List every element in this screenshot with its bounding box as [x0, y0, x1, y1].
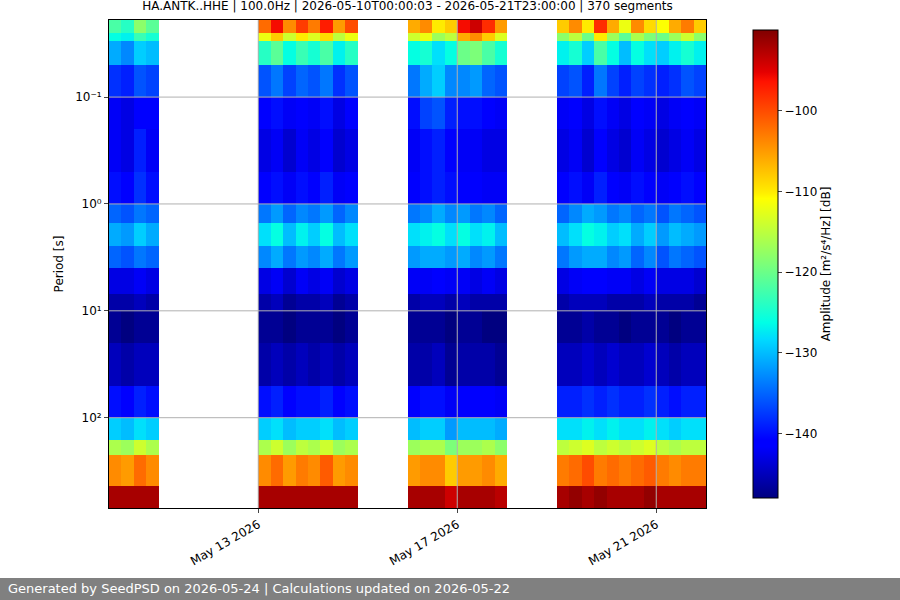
- svg-text:HA.ANTK..HHE | 100.0Hz | 2026-: HA.ANTK..HHE | 100.0Hz | 2026-05-10T00:0…: [142, 0, 673, 13]
- svg-text:10⁻¹: 10⁻¹: [75, 90, 102, 104]
- svg-text:−130: −130: [784, 346, 817, 360]
- svg-text:Period [s]: Period [s]: [52, 236, 66, 293]
- html-text:Generated by SeedPSD on 2026-0: Generated by SeedPSD on 2026-05-24 | Cal…: [8, 581, 510, 596]
- svg-text:May 17 2026: May 17 2026: [387, 517, 462, 568]
- svg-text:−100: −100: [784, 104, 817, 118]
- svg-text:10⁰: 10⁰: [82, 197, 102, 211]
- svg-text:−120: −120: [784, 265, 817, 279]
- svg-text:10²: 10²: [82, 411, 102, 425]
- svg-text:−110: −110: [784, 185, 817, 199]
- svg-text:May 21 2026: May 21 2026: [586, 517, 661, 568]
- svg-text:−140: −140: [784, 427, 817, 441]
- svg-text:Amplitude [m²/s⁴/Hz] [dB]: Amplitude [m²/s⁴/Hz] [dB]: [819, 187, 833, 342]
- svg-text:May 13 2026: May 13 2026: [188, 517, 263, 568]
- svg-text:10¹: 10¹: [82, 304, 102, 318]
